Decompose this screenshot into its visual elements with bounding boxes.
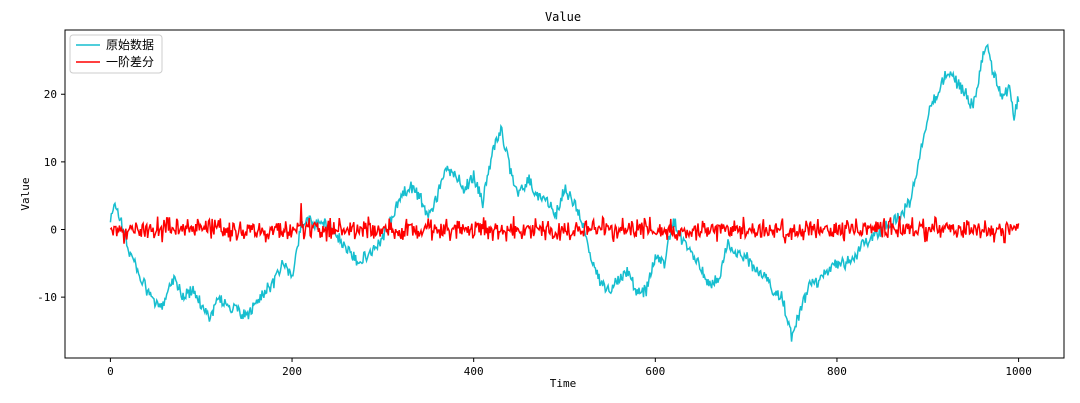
x-axis: 0 200 400 600 800 1000 xyxy=(107,358,1032,378)
legend-label-diff: 一阶差分 xyxy=(106,55,154,69)
series-line-diff xyxy=(109,203,1020,244)
x-tick-label: 1000 xyxy=(1005,365,1032,378)
plot-frame xyxy=(64,29,1065,359)
y-axis: -10 0 10 20 xyxy=(37,88,65,304)
x-tick-label: 0 xyxy=(107,365,114,378)
y-tick-label: 10 xyxy=(44,156,57,169)
series-line-raw xyxy=(109,43,1020,342)
series-layer xyxy=(109,43,1020,342)
legend: 原始数据 一阶差分 xyxy=(69,34,163,74)
y-tick-label: 20 xyxy=(44,88,57,101)
chart-title: Value xyxy=(545,10,581,24)
x-tick-label: 200 xyxy=(282,365,302,378)
y-axis-label: Value xyxy=(19,177,32,210)
x-tick-label: 400 xyxy=(464,365,484,378)
legend-label-raw: 原始数据 xyxy=(106,37,154,52)
x-tick-label: 800 xyxy=(827,365,847,378)
y-tick-label: 0 xyxy=(50,224,57,237)
x-tick-label: 600 xyxy=(645,365,665,378)
y-tick-label: -10 xyxy=(37,291,57,304)
x-axis-label: Time xyxy=(550,377,577,390)
